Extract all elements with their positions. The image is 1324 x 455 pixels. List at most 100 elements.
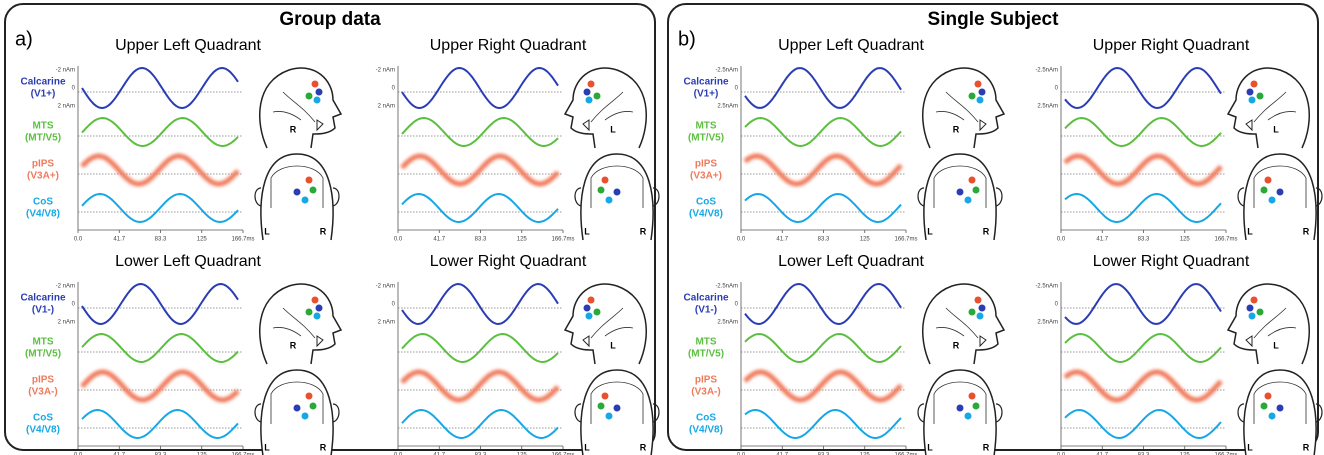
x-tick-label: 83.3 xyxy=(1138,237,1150,243)
trace-name: Calcarine xyxy=(20,293,65,304)
x-tick-label: 41.7 xyxy=(776,453,788,455)
head-outline xyxy=(921,67,1006,149)
dipole xyxy=(1268,412,1276,420)
x-tick-label: 0.0 xyxy=(1057,453,1066,455)
scale-label: 0 xyxy=(72,302,76,308)
quadrant-title: Lower Left Quadrant xyxy=(115,253,261,270)
dipole xyxy=(613,188,621,196)
dipole xyxy=(315,88,323,96)
dipole xyxy=(968,92,976,100)
dipole xyxy=(964,196,972,204)
dipole xyxy=(974,80,982,88)
x-tick-label: 41.7 xyxy=(113,453,125,455)
ear xyxy=(582,119,590,132)
trace-area: (V3A-) xyxy=(28,387,57,398)
dipole xyxy=(311,296,319,304)
dipole xyxy=(1260,186,1268,194)
x-tick-label: 166.7ms xyxy=(231,237,254,243)
trace-area: (V1-) xyxy=(32,305,54,316)
trace-name: Calcarine xyxy=(683,293,728,304)
head-outline xyxy=(921,283,1006,365)
waveform xyxy=(744,282,902,326)
scale-label: 2 nAm xyxy=(378,320,395,326)
waveform xyxy=(1064,283,1222,325)
panel-title: Single Subject xyxy=(928,9,1060,30)
trace-area: (V4/V8) xyxy=(689,425,723,436)
head-outline xyxy=(260,369,334,455)
quadrant: Lower Right Quadrant -2.5nAm 0 2.5nAm 0.0 41.… xyxy=(1035,253,1323,455)
waveform xyxy=(1064,332,1222,364)
side-label: L xyxy=(610,124,616,134)
waveform xyxy=(401,192,559,224)
front-label: R xyxy=(640,442,647,452)
front-head xyxy=(917,153,1003,241)
ear xyxy=(574,187,660,207)
x-tick-label: 125 xyxy=(197,453,208,455)
dipole xyxy=(1256,308,1264,316)
scale-label: 2.5nAm xyxy=(717,104,738,110)
quadrant: Upper Left Quadrant Calcarine(V1+) MTS(MT/… xyxy=(20,37,343,243)
waveform xyxy=(80,369,240,403)
scale-label: 0 xyxy=(1055,86,1059,92)
quadrant-title: Upper Right Quadrant xyxy=(1093,37,1250,54)
scale-label: 2 nAm xyxy=(378,104,395,110)
panel-label: b) xyxy=(678,28,696,50)
front-label: R xyxy=(1303,442,1310,452)
brain xyxy=(270,165,324,208)
front-label: L xyxy=(1247,442,1253,452)
dipole xyxy=(956,188,964,196)
trace-name: CoS xyxy=(33,413,53,424)
trace-area: (V1-) xyxy=(695,305,717,316)
dipole xyxy=(972,402,980,410)
x-tick-label: 125 xyxy=(1180,237,1191,243)
front-head xyxy=(254,369,340,455)
trace-name: MTS xyxy=(695,337,716,348)
trace-area: (V4/V8) xyxy=(26,209,60,220)
dipole xyxy=(601,392,609,400)
trace-name: CoS xyxy=(696,197,716,208)
ear xyxy=(979,119,987,132)
trace-name: pIPS xyxy=(695,159,718,170)
brain xyxy=(590,381,644,424)
trace-name: MTS xyxy=(695,121,716,132)
dipole xyxy=(305,92,313,100)
dipole xyxy=(1264,176,1272,184)
front-label: L xyxy=(927,442,933,452)
x-tick-label: 83.3 xyxy=(155,453,167,455)
scale-label: 0 xyxy=(735,302,739,308)
x-tick-label: 0.0 xyxy=(394,237,403,243)
waveform xyxy=(401,408,559,440)
front-label: R xyxy=(320,442,327,452)
waveform xyxy=(1064,116,1222,148)
sulcus xyxy=(272,91,316,123)
ear xyxy=(574,403,660,423)
dipole xyxy=(313,312,321,320)
front-label: L xyxy=(584,226,590,236)
dipole xyxy=(968,392,976,400)
quadrant: Lower Right Quadrant -2 nAm 0 2 nAm 0.0 41.7 8… xyxy=(376,253,660,455)
dipole xyxy=(976,96,984,104)
x-tick-label: 0.0 xyxy=(394,453,403,455)
trace-area: (V3A+) xyxy=(690,171,722,182)
x-tick-label: 41.7 xyxy=(1096,237,1108,243)
x-tick-label: 125 xyxy=(860,237,871,243)
trace-name: pIPS xyxy=(695,375,718,386)
waveform xyxy=(81,66,239,110)
head-outline xyxy=(1226,67,1311,149)
ear xyxy=(254,187,340,207)
side-head xyxy=(563,283,648,365)
side-head xyxy=(258,283,343,365)
front-label: R xyxy=(320,226,327,236)
dipole xyxy=(583,304,591,312)
trace-area: (V4/V8) xyxy=(26,425,60,436)
scale-label: -2.5nAm xyxy=(1035,284,1058,290)
x-tick-label: 166.7ms xyxy=(1214,453,1237,455)
waveform xyxy=(80,153,240,187)
dipole xyxy=(593,308,601,316)
dipole xyxy=(305,308,313,316)
front-label: L xyxy=(927,226,933,236)
dipole xyxy=(301,196,309,204)
dipole xyxy=(293,188,301,196)
dipole xyxy=(597,186,605,194)
